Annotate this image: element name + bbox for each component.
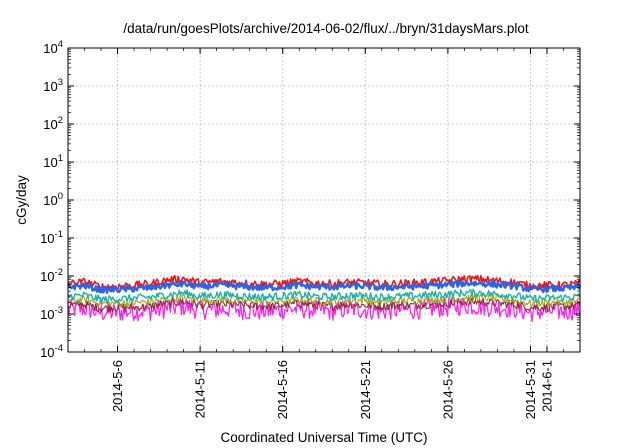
x-tick-label: 2014-5-16: [275, 360, 290, 419]
x-tick-label: 2014-5-31: [523, 360, 538, 419]
x-tick-label: 2014-5-21: [358, 360, 373, 419]
x-tick-label: 2014-5-6: [110, 360, 125, 412]
series-layer: [66, 274, 582, 323]
y-axis-label: cGy/day: [14, 175, 29, 225]
series-line: [67, 288, 581, 304]
series-line: [67, 296, 581, 323]
series-line: [67, 293, 581, 308]
chart-title: /data/run/goesPlots/archive/2014-06-02/f…: [123, 21, 528, 36]
series-line: [67, 297, 581, 313]
x-tick-label: 2014-6-1: [539, 360, 554, 412]
x-tick-label: 2014-5-26: [440, 360, 455, 419]
x-tick-label: 2014-5-11: [193, 360, 208, 418]
x-axis-ticks: 2014-5-6 2014-5-11 2014-5-16 2014-5-21 2014-…: [67, 48, 581, 419]
series-line: [66, 279, 582, 294]
x-axis-label: Coordinated Universal Time (UTC): [220, 430, 427, 445]
